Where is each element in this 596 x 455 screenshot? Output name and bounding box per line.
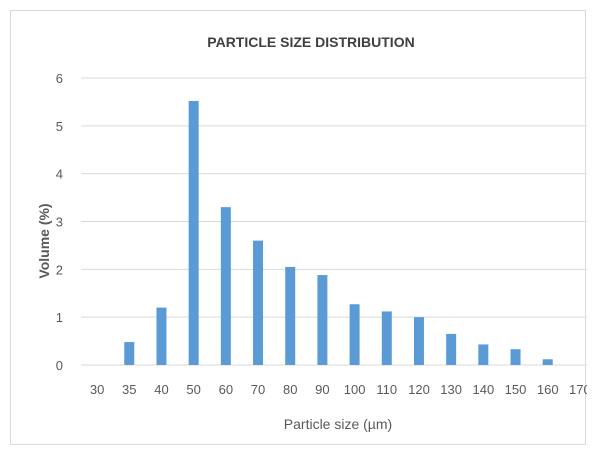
bar-40 [156, 307, 167, 365]
x-tick-label: 60 [219, 382, 233, 397]
chart-frame: PARTICLE SIZE DISTRIBUTION 0 1 2 3 4 5 6 30 35 4… [10, 10, 587, 445]
y-tick-label: 4 [56, 167, 63, 182]
x-tick-label: 40 [154, 382, 168, 397]
x-tick-label: 140 [472, 382, 494, 397]
x-axis-label: Particle size (µm) [284, 416, 392, 432]
bar-50 [188, 100, 199, 366]
x-axis-ticks: 30 35 40 50 60 70 80 90 100 110 120 130 140 150 160 170 [90, 382, 587, 397]
x-tick-label: 70 [251, 382, 265, 397]
x-tick-label: 30 [90, 382, 104, 397]
bar-35 [124, 342, 135, 365]
bar-60 [220, 207, 231, 365]
bar-120 [413, 317, 424, 365]
y-tick-label: 5 [56, 119, 63, 134]
y-tick-label: 2 [56, 262, 63, 277]
x-tick-label: 80 [283, 382, 297, 397]
x-tick-label: 120 [408, 382, 430, 397]
x-tick-label: 160 [537, 382, 559, 397]
y-axis-label: Volume (%) [36, 203, 52, 278]
x-tick-label: 170 [569, 382, 587, 397]
bar-160 [542, 359, 553, 365]
gridlines [81, 77, 587, 366]
bar-140 [478, 344, 489, 365]
y-tick-label: 6 [56, 71, 63, 86]
bar-130 [446, 333, 457, 365]
x-tick-label: 150 [505, 382, 527, 397]
bar-110 [381, 311, 392, 365]
x-tick-label: 90 [315, 382, 329, 397]
bar-100 [349, 304, 360, 365]
y-axis-ticks: 0 1 2 3 4 5 6 [56, 71, 63, 373]
bar-90 [317, 275, 328, 365]
bars [124, 100, 553, 366]
x-tick-label: 35 [122, 382, 136, 397]
y-tick-label: 0 [56, 358, 63, 373]
x-tick-label: 100 [344, 382, 366, 397]
x-tick-label: 110 [376, 382, 397, 397]
y-tick-label: 3 [56, 215, 63, 230]
x-tick-label: 50 [186, 382, 200, 397]
y-tick-label: 1 [56, 310, 63, 325]
bar-80 [285, 266, 296, 365]
particle-size-chart: PARTICLE SIZE DISTRIBUTION 0 1 2 3 4 5 6 30 35 4… [36, 34, 587, 432]
bar-150 [510, 349, 521, 365]
bar-70 [253, 240, 264, 365]
chart-title: PARTICLE SIZE DISTRIBUTION [207, 34, 414, 50]
x-tick-label: 130 [440, 382, 462, 397]
